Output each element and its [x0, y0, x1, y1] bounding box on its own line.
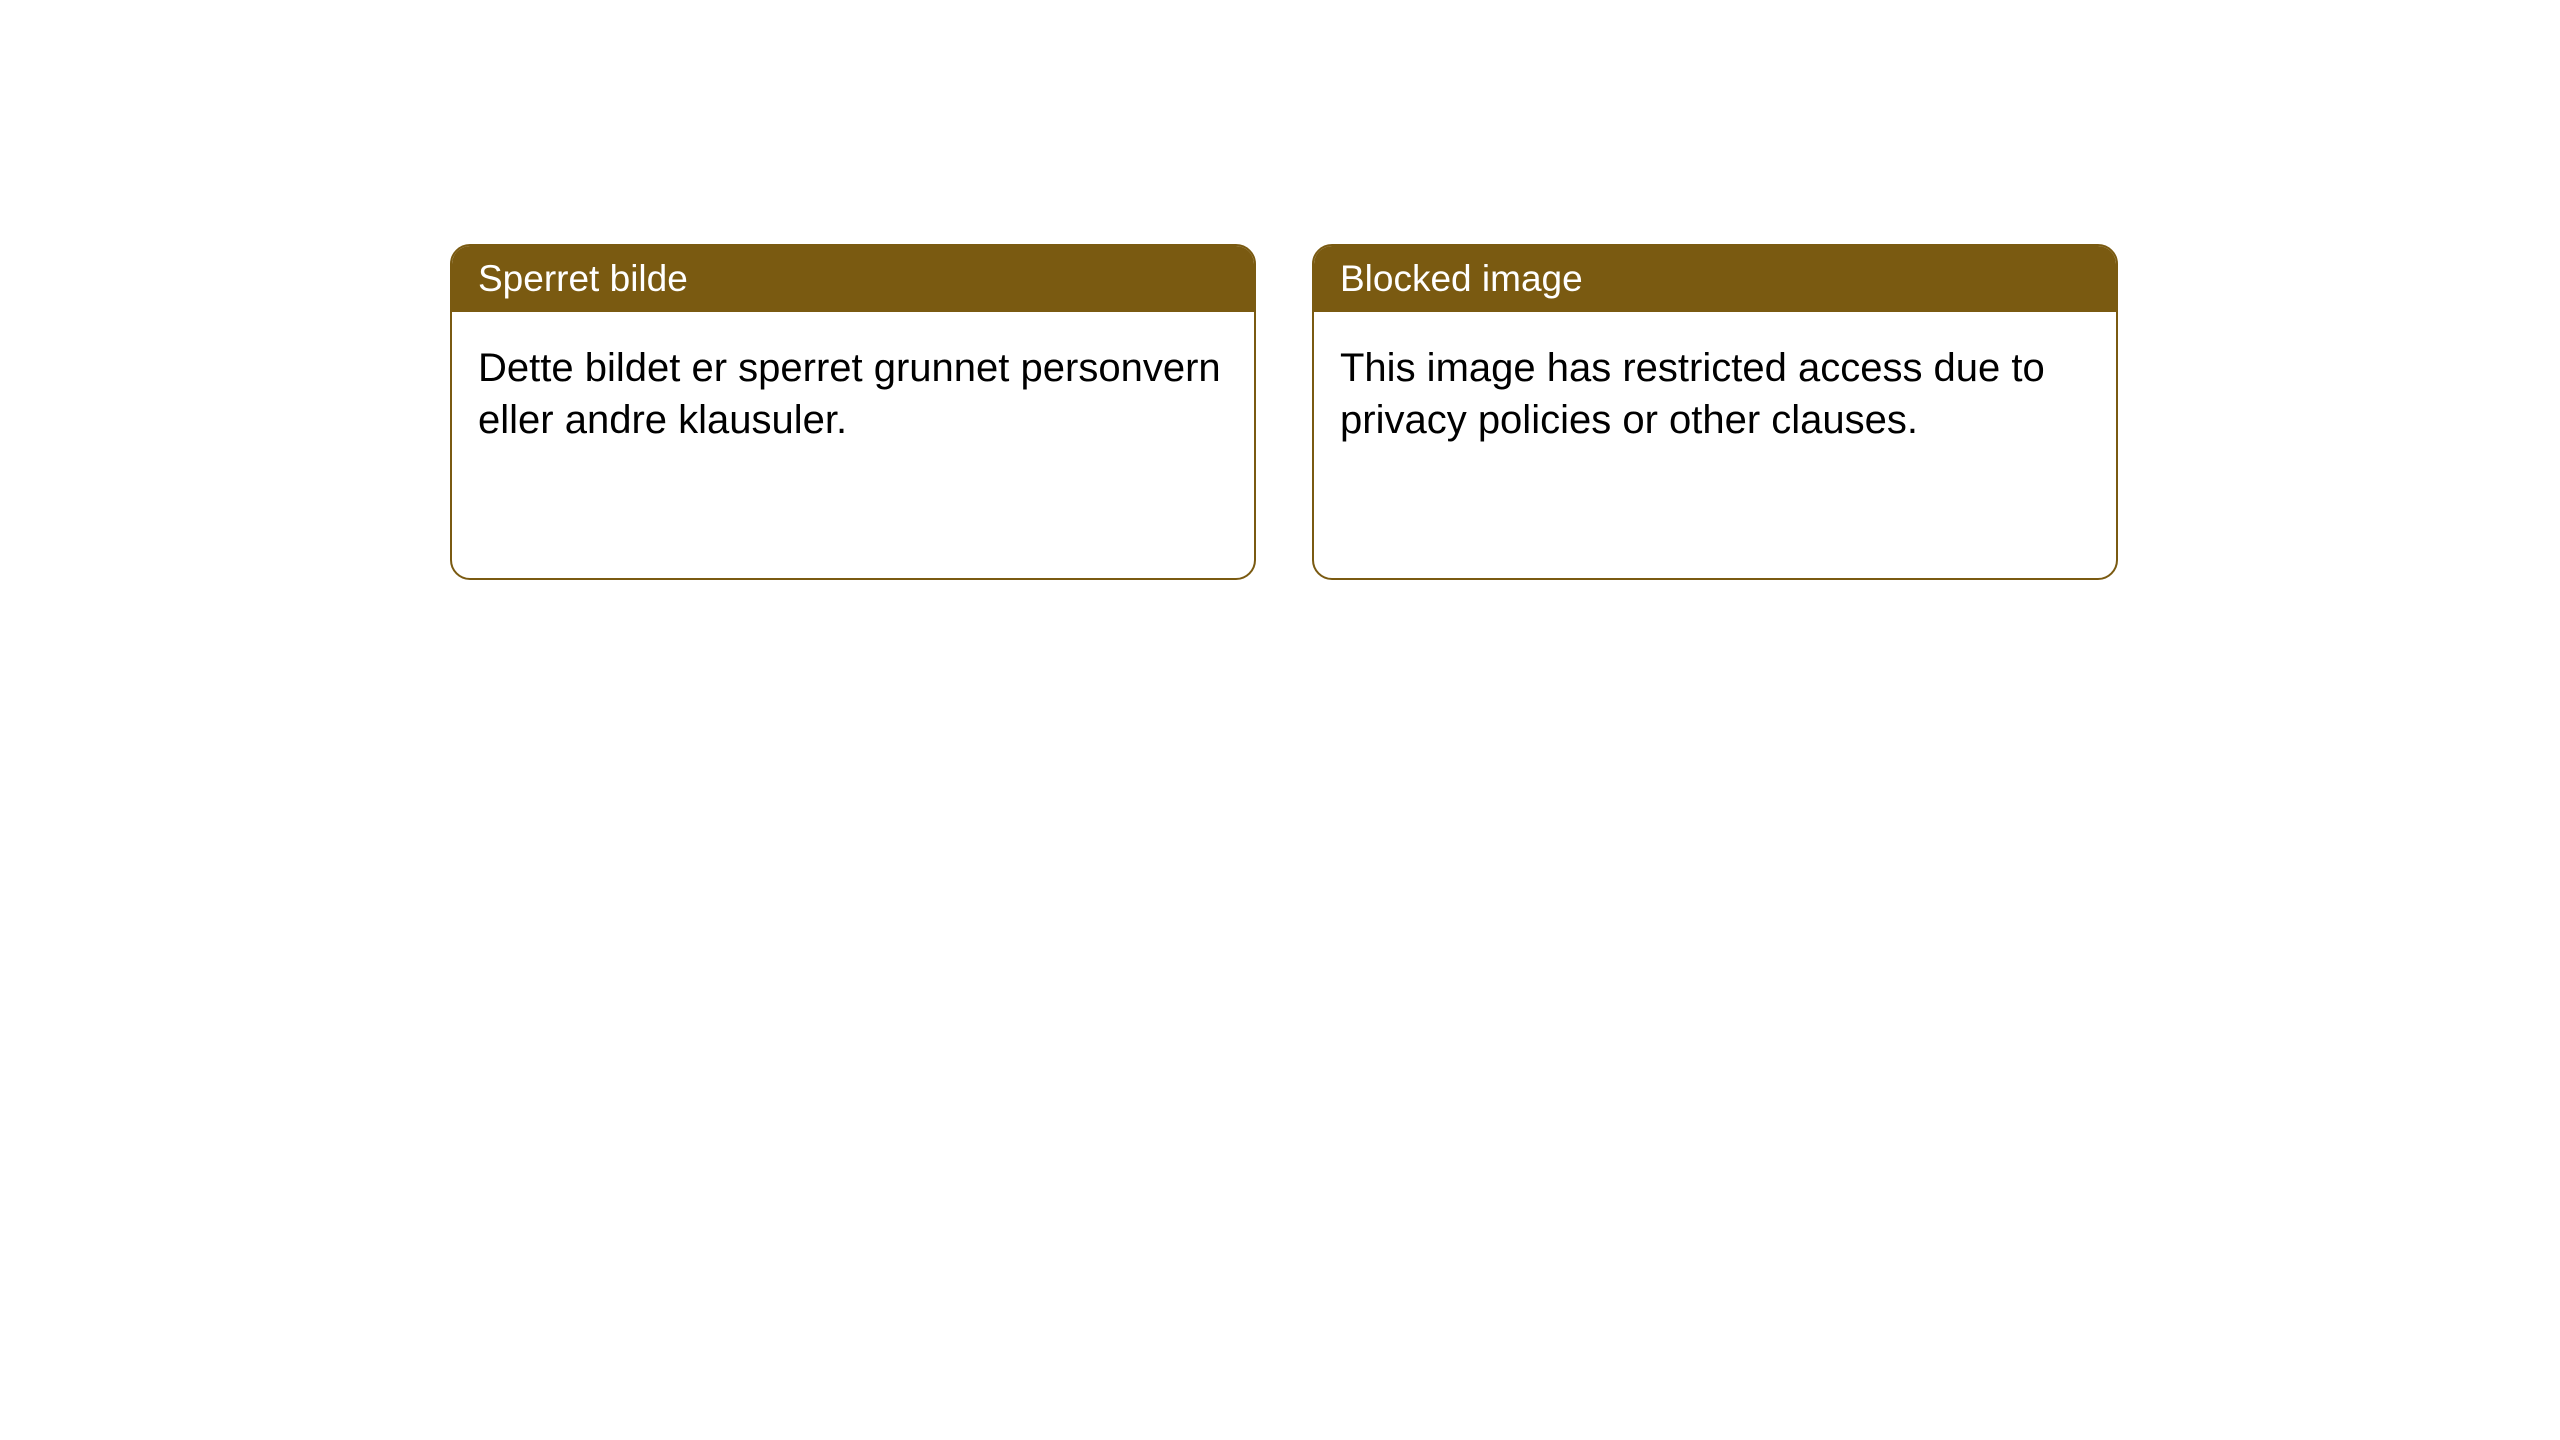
card-title-english: Blocked image [1340, 258, 1583, 299]
card-title-norwegian: Sperret bilde [478, 258, 688, 299]
card-header-norwegian: Sperret bilde [452, 246, 1254, 312]
notice-card-english: Blocked image This image has restricted … [1312, 244, 2118, 580]
notice-container: Sperret bilde Dette bildet er sperret gr… [0, 0, 2560, 580]
card-message-english: This image has restricted access due to … [1340, 346, 2045, 442]
card-body-english: This image has restricted access due to … [1314, 312, 2116, 476]
card-message-norwegian: Dette bildet er sperret grunnet personve… [478, 346, 1221, 442]
card-body-norwegian: Dette bildet er sperret grunnet personve… [452, 312, 1254, 476]
notice-card-norwegian: Sperret bilde Dette bildet er sperret gr… [450, 244, 1256, 580]
card-header-english: Blocked image [1314, 246, 2116, 312]
